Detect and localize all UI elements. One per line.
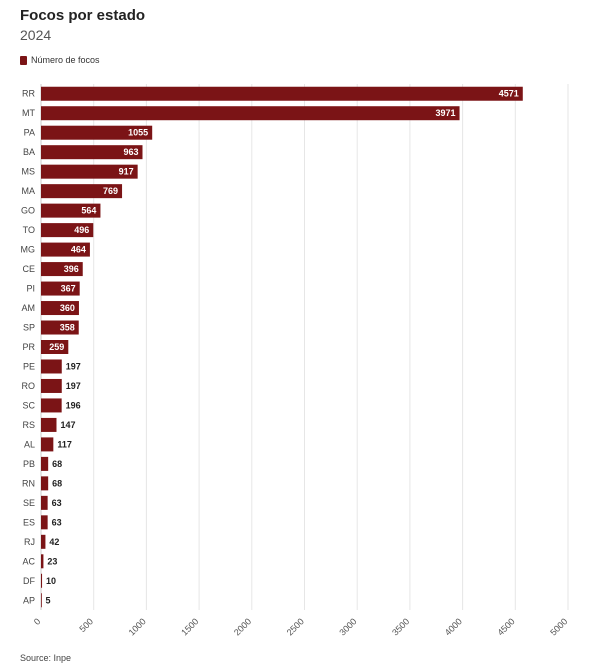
bar — [41, 593, 42, 608]
bar — [41, 476, 49, 491]
bar — [41, 534, 46, 549]
category-label: PE — [23, 361, 35, 371]
category-label: AC — [22, 556, 35, 566]
bar — [41, 203, 101, 218]
data-label: 396 — [64, 264, 79, 274]
bar — [41, 86, 523, 101]
bar — [41, 398, 62, 413]
category-label: SP — [23, 323, 35, 333]
bar — [41, 281, 80, 296]
bar — [41, 125, 153, 140]
category-label: MA — [22, 186, 36, 196]
legend-swatch — [20, 55, 27, 65]
x-tick-label: 3500 — [390, 616, 411, 637]
data-label: 360 — [60, 303, 75, 313]
legend-label: Número de focos — [31, 55, 100, 65]
bar — [41, 437, 54, 452]
x-tick-label: 1500 — [179, 616, 200, 637]
category-label: DF — [23, 576, 35, 586]
data-label: 769 — [103, 186, 118, 196]
data-label: 917 — [119, 167, 134, 177]
data-label: 464 — [71, 245, 86, 255]
data-label: 496 — [74, 225, 89, 235]
data-label: 147 — [60, 420, 75, 430]
data-label: 963 — [123, 147, 138, 157]
data-label: 197 — [66, 381, 81, 391]
data-label: 10 — [46, 576, 56, 586]
category-label: RS — [22, 420, 35, 430]
bar — [41, 301, 79, 316]
category-label: SC — [22, 400, 35, 410]
bar — [41, 573, 43, 588]
x-tick-label: 1000 — [127, 616, 148, 637]
data-label: 358 — [60, 323, 75, 333]
x-tick-label: 2000 — [232, 616, 253, 637]
data-label: 4571 — [499, 89, 519, 99]
category-label: MG — [21, 245, 36, 255]
x-tick-label: 4500 — [495, 616, 516, 637]
category-label: CE — [22, 264, 35, 274]
category-label: AP — [23, 595, 35, 605]
bar — [41, 456, 49, 471]
category-label: TO — [23, 225, 35, 235]
x-tick-label: 3000 — [337, 616, 358, 637]
data-label: 3971 — [436, 108, 456, 118]
bar — [41, 145, 143, 160]
data-label: 5 — [46, 595, 51, 605]
bar — [41, 262, 83, 277]
category-label: ES — [23, 517, 35, 527]
bar — [41, 320, 79, 335]
data-label: 68 — [52, 459, 62, 469]
x-tick-label: 4000 — [443, 616, 464, 637]
bar — [41, 378, 62, 393]
bar — [41, 106, 460, 121]
data-label: 42 — [49, 537, 59, 547]
bar — [41, 495, 48, 510]
bar — [41, 515, 48, 530]
data-label: 23 — [47, 556, 57, 566]
category-label: RJ — [24, 537, 35, 547]
category-label: MT — [22, 108, 35, 118]
bar — [41, 554, 44, 569]
chart-title: Focos por estado — [20, 7, 146, 24]
data-label: 1055 — [128, 128, 148, 138]
category-label: RO — [22, 381, 36, 391]
data-label: 68 — [52, 478, 62, 488]
bar — [41, 242, 90, 257]
category-label: MS — [22, 167, 36, 177]
bar — [41, 184, 123, 199]
category-label: RN — [22, 478, 35, 488]
category-label: PR — [22, 342, 35, 352]
category-label: RR — [22, 89, 35, 99]
bar — [41, 359, 62, 374]
data-label: 63 — [52, 517, 62, 527]
data-label: 197 — [66, 361, 81, 371]
data-label: 117 — [57, 439, 72, 449]
x-tick-label: 5000 — [548, 616, 569, 637]
data-label: 196 — [66, 400, 81, 410]
x-tick-label: 2500 — [285, 616, 306, 637]
category-label: GO — [21, 206, 35, 216]
x-tick-label: 0 — [32, 616, 43, 627]
category-label: AM — [22, 303, 36, 313]
x-tick-label: 500 — [77, 616, 95, 634]
chart-subtitle: 2024 — [20, 27, 52, 43]
data-label: 367 — [61, 284, 76, 294]
bar — [41, 340, 69, 354]
data-label: 259 — [49, 342, 64, 352]
category-label: PI — [26, 284, 35, 294]
bar — [41, 223, 94, 238]
source-note: Source: Inpe — [20, 653, 72, 663]
category-label: SE — [23, 498, 35, 508]
category-label: PB — [23, 459, 35, 469]
data-label: 564 — [81, 206, 96, 216]
bar — [41, 417, 57, 432]
category-label: BA — [23, 147, 35, 157]
bar — [41, 164, 138, 179]
legend: Número de focos — [20, 55, 100, 65]
data-label: 63 — [52, 498, 62, 508]
category-label: AL — [24, 439, 35, 449]
category-label: PA — [24, 128, 35, 138]
